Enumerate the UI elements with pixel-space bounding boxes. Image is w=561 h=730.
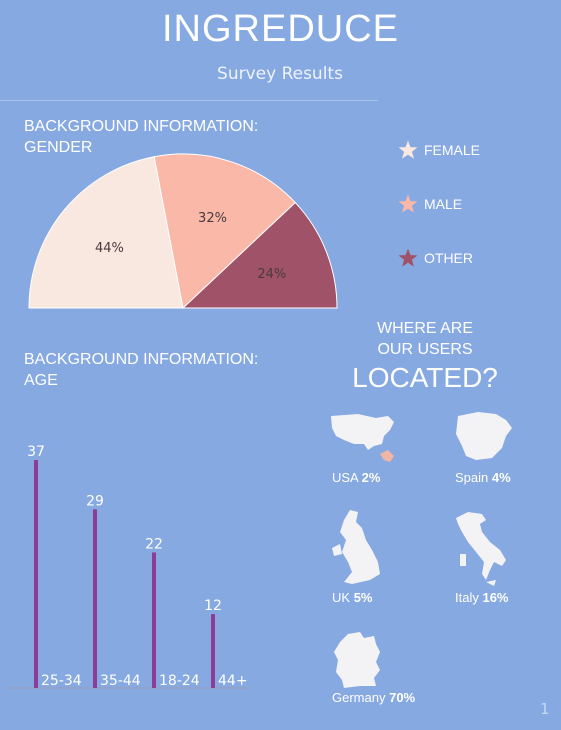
page-number: 1 — [540, 700, 550, 718]
bar-category-label: 18-24 — [159, 673, 200, 689]
gender-title-line1: BACKGROUND INFORMATION: — [24, 118, 259, 135]
pie-label-other: 24% — [257, 267, 286, 282]
gender-section-title: BACKGROUND INFORMATION: GENDER — [24, 116, 258, 158]
country-usa: USA 2% — [332, 470, 380, 485]
star-icon — [398, 140, 418, 159]
age-title-line2: AGE — [24, 372, 58, 389]
pie-slice-male — [153, 153, 296, 309]
legend-item-male: MALE — [398, 194, 538, 214]
country-italy: Italy 16% — [455, 590, 509, 605]
bar-35-44 — [93, 509, 97, 688]
age-title-line1: BACKGROUND INFORMATION: — [24, 351, 259, 368]
spain-map-icon — [456, 412, 512, 460]
located-line1: WHERE ARE — [376, 320, 473, 337]
country-usa-value: 2% — [361, 470, 381, 485]
age-bar-chart: 37 25-34 29 35-44 22 18-24 12 44+ — [5, 444, 250, 689]
bar-44+ — [211, 614, 215, 688]
uk-map-icon — [332, 510, 380, 584]
bar-value-label: 22 — [145, 536, 163, 552]
pie-slice-female — [28, 156, 184, 309]
country-uk-value: 5% — [353, 590, 373, 605]
located-big-text: LOCATED? — [352, 362, 498, 393]
page-subtitle: Survey Results — [217, 64, 343, 84]
bar-category-label: 25-34 — [41, 673, 82, 689]
bar-value-label: 12 — [204, 598, 222, 614]
germany-map-icon — [334, 632, 380, 688]
italy-map-icon — [456, 512, 506, 586]
bar-category-label: 35-44 — [100, 673, 141, 689]
gender-title-line2: GENDER — [24, 139, 93, 156]
legend-label: OTHER — [424, 250, 473, 266]
age-section-title: BACKGROUND INFORMATION: AGE — [24, 349, 258, 391]
country-usa-name: USA — [332, 470, 359, 485]
country-uk-name: UK — [332, 590, 351, 605]
pie-label-female: 44% — [95, 241, 124, 256]
bar-value-label: 29 — [86, 493, 104, 509]
country-spain-value: 4% — [491, 470, 511, 485]
star-icon — [398, 194, 418, 213]
gender-legend: FEMALE MALE OTHER — [398, 140, 538, 302]
located-heading: WHERE ARE OUR USERS — [360, 318, 490, 360]
bar-25-34 — [34, 460, 38, 688]
usa-map-icon — [331, 414, 394, 462]
page-title: INGREDUCE — [161, 8, 400, 50]
country-italy-name: Italy — [455, 590, 479, 605]
country-italy-value: 16% — [482, 590, 509, 605]
country-spain-name: Spain — [455, 470, 489, 485]
located-line2: OUR USERS — [377, 341, 473, 358]
legend-item-female: FEMALE — [398, 140, 538, 160]
bar-value-label: 37 — [27, 444, 45, 460]
header-divider — [0, 100, 378, 101]
country-spain: Spain 4% — [455, 470, 511, 485]
gender-pie-chart: 44% 32% 24% — [28, 153, 338, 309]
legend-label: MALE — [424, 196, 463, 212]
legend-label: FEMALE — [424, 142, 481, 158]
country-germany: Germany 70% — [332, 690, 415, 705]
pie-slice-other — [181, 201, 338, 309]
country-germany-name: Germany — [332, 690, 386, 705]
star-icon — [398, 248, 418, 267]
pie-label-male: 32% — [198, 211, 227, 226]
country-germany-value: 70% — [389, 690, 416, 705]
bar-category-label: 44+ — [218, 673, 248, 689]
country-uk: UK 5% — [332, 590, 372, 605]
legend-item-other: OTHER — [398, 248, 538, 268]
bar-18-24 — [152, 552, 156, 688]
